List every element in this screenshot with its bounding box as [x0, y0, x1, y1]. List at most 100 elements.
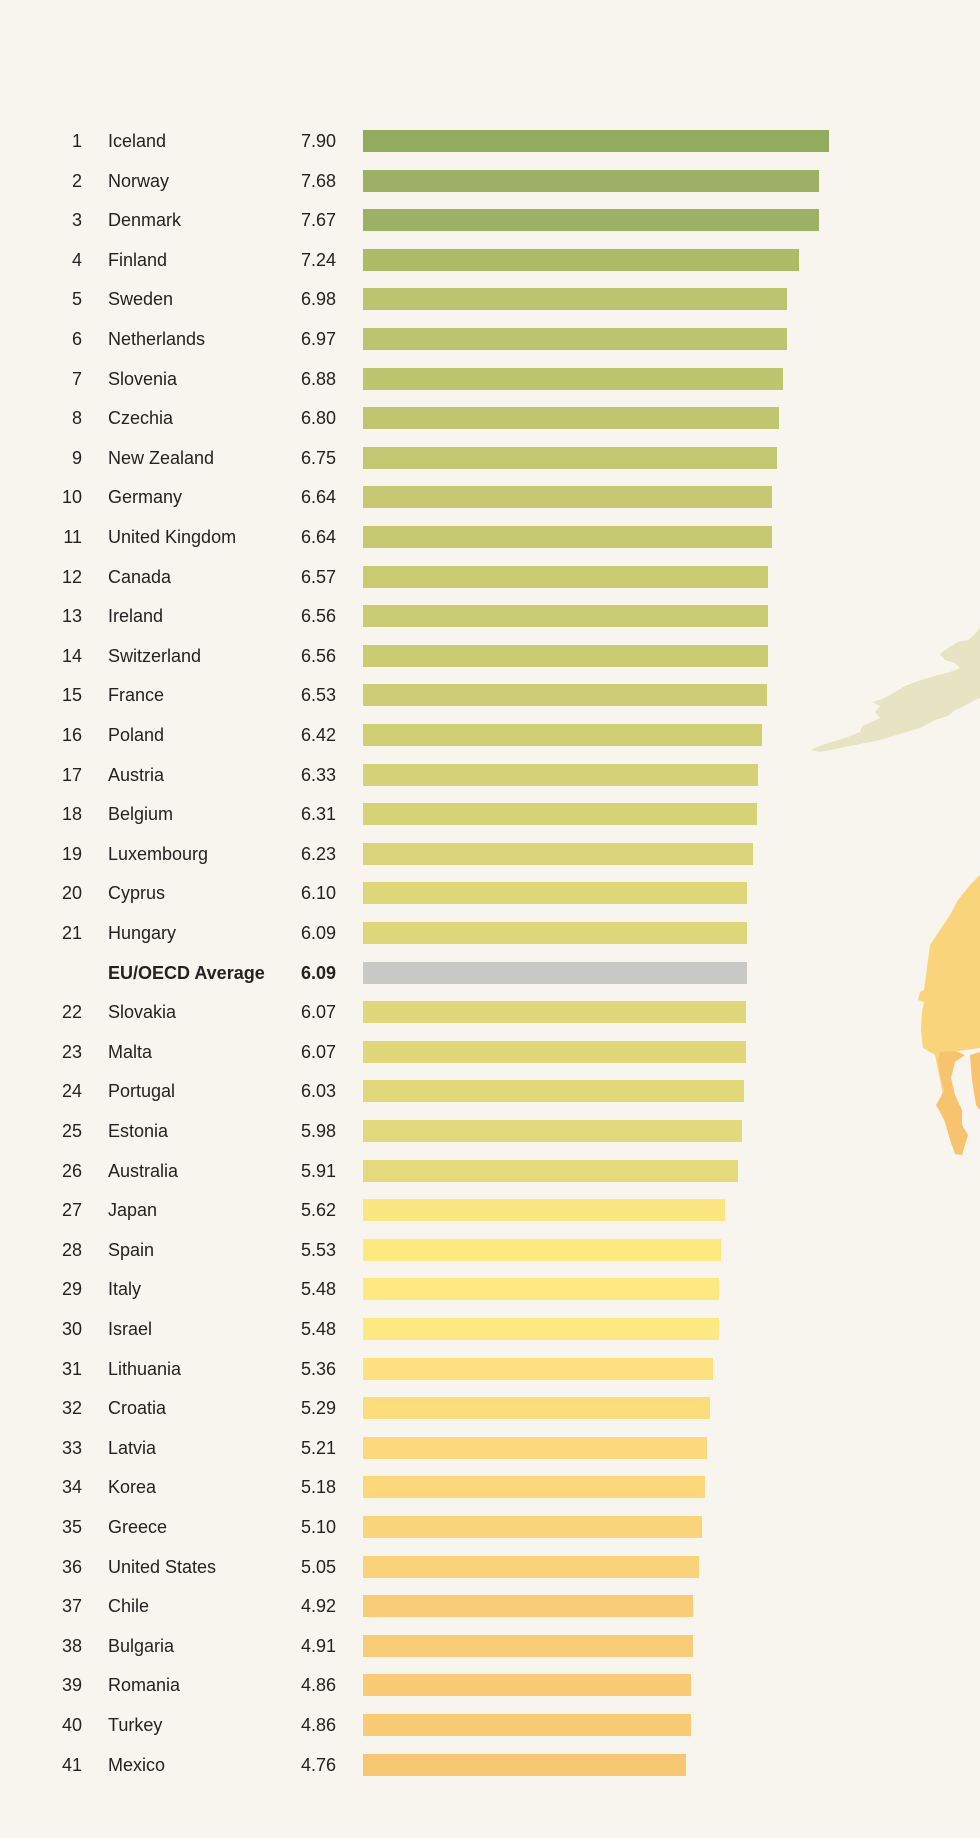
rank-label: 15 — [61, 685, 82, 706]
rank-label: 10 — [61, 487, 82, 508]
country-label: Estonia — [108, 1121, 169, 1141]
rank-label: 20 — [61, 883, 82, 904]
country-row: 36 United States 5.05 — [0, 1554, 980, 1580]
bar — [363, 803, 757, 826]
country-label: Australia — [108, 1160, 179, 1181]
country-label: Malta — [108, 1041, 153, 1062]
rank-label: 25 — [61, 1121, 82, 1141]
bar — [363, 605, 769, 628]
country-row: 27 Japan 5.62 — [0, 1197, 980, 1223]
country-label: Austria — [108, 764, 165, 785]
bar — [363, 209, 819, 232]
rank-label: 24 — [61, 1081, 82, 1102]
value-label: 6.31 — [300, 804, 336, 825]
bar — [363, 1753, 687, 1776]
country-row: 26 Australia 5.91 — [0, 1158, 980, 1184]
rank-label: 27 — [61, 1200, 82, 1221]
bar — [363, 1080, 744, 1103]
value-label: 4.92 — [300, 1596, 336, 1617]
country-label: Switzerland — [108, 645, 202, 666]
country-label: EU/OECD Average — [108, 962, 265, 983]
country-label: Slovenia — [108, 368, 178, 389]
rank-label: 13 — [61, 606, 82, 627]
rank-label: 18 — [61, 804, 82, 825]
rank-label: 1 — [71, 131, 82, 151]
country-row: 30 Israel 5.48 — [0, 1316, 980, 1342]
country-row: 6 Netherlands 6.97 — [0, 326, 980, 352]
value-label: 5.48 — [300, 1319, 336, 1339]
country-label: Latvia — [108, 1437, 157, 1458]
rank-label: 7 — [71, 368, 82, 389]
value-label: 5.05 — [300, 1556, 336, 1577]
rank-label: 34 — [61, 1477, 82, 1498]
rank-label: 4 — [71, 249, 82, 270]
value-label: 5.53 — [300, 1239, 336, 1260]
bar — [363, 407, 779, 430]
value-label: 6.09 — [300, 923, 336, 943]
rank-label: 5 — [71, 289, 82, 310]
value-label: 6.80 — [300, 408, 336, 429]
country-label: Canada — [108, 566, 172, 587]
value-label: 6.03 — [300, 1081, 336, 1102]
value-label: 6.10 — [300, 883, 336, 904]
value-label: 6.88 — [300, 368, 336, 389]
bar — [363, 288, 788, 311]
country-row: 14 Switzerland 6.56 — [0, 643, 980, 669]
rank-label: 14 — [61, 645, 82, 666]
rank-label: 37 — [61, 1596, 82, 1617]
country-label: Spain — [108, 1239, 155, 1260]
bar — [363, 763, 758, 786]
country-label: Israel — [108, 1319, 153, 1339]
value-label: 6.56 — [300, 606, 336, 627]
country-label: Greece — [108, 1517, 168, 1537]
country-label: Luxembourg — [108, 843, 209, 864]
country-label: Netherlands — [108, 329, 206, 349]
country-label: Iceland — [108, 131, 167, 151]
rank-label: 28 — [61, 1239, 82, 1260]
map-landmass-south-b — [936, 1051, 980, 1155]
country-label: Norway — [108, 170, 170, 191]
country-row: 5 Sweden 6.98 — [0, 286, 980, 312]
rank-label: 38 — [61, 1635, 82, 1656]
country-row: 12 Canada 6.57 — [0, 564, 980, 590]
value-label: 5.36 — [300, 1358, 336, 1379]
bar — [363, 526, 772, 548]
country-row: 11 United Kingdom 6.64 — [0, 524, 980, 550]
country-row: 21 Hungary 6.09 — [0, 920, 980, 946]
rank-label: 12 — [61, 566, 82, 587]
rank-label: 6 — [71, 329, 82, 349]
bar — [363, 1040, 746, 1063]
country-label: Poland — [108, 725, 165, 745]
bar — [363, 1001, 746, 1024]
country-label: France — [108, 685, 165, 706]
country-row: 35 Greece 5.10 — [0, 1514, 980, 1540]
country-row: 1 Iceland 7.90 — [0, 128, 980, 154]
country-row: 3 Denmark 7.67 — [0, 207, 980, 233]
rank-label: 17 — [61, 764, 82, 785]
country-label: Chile — [108, 1596, 150, 1617]
country-label: Finland — [108, 249, 168, 270]
value-label: 7.24 — [300, 249, 336, 270]
rank-label: 11 — [63, 527, 82, 547]
bar — [363, 446, 777, 469]
country-row: 7 Slovenia 6.88 — [0, 366, 980, 392]
value-label: 6.07 — [300, 1002, 336, 1023]
country-row: 34 Korea 5.18 — [0, 1474, 980, 1500]
bar — [363, 1714, 691, 1736]
bar — [363, 1238, 722, 1261]
value-label: 6.64 — [300, 487, 336, 508]
country-label: Italy — [108, 1279, 142, 1300]
country-label: Turkey — [108, 1715, 163, 1735]
value-label: 5.29 — [300, 1398, 336, 1419]
rank-label: 2 — [71, 170, 82, 191]
country-row: 19 Luxembourg 6.23 — [0, 841, 980, 867]
rank-label: 32 — [61, 1398, 82, 1419]
country-label: Sweden — [108, 289, 174, 310]
map-landmass-south-a — [918, 875, 980, 1100]
bar — [363, 130, 829, 152]
value-label: 6.09 — [300, 962, 336, 983]
rank-label: 8 — [71, 408, 82, 429]
country-row: 2 Norway 7.68 — [0, 168, 980, 194]
rank-label: 9 — [71, 447, 82, 468]
